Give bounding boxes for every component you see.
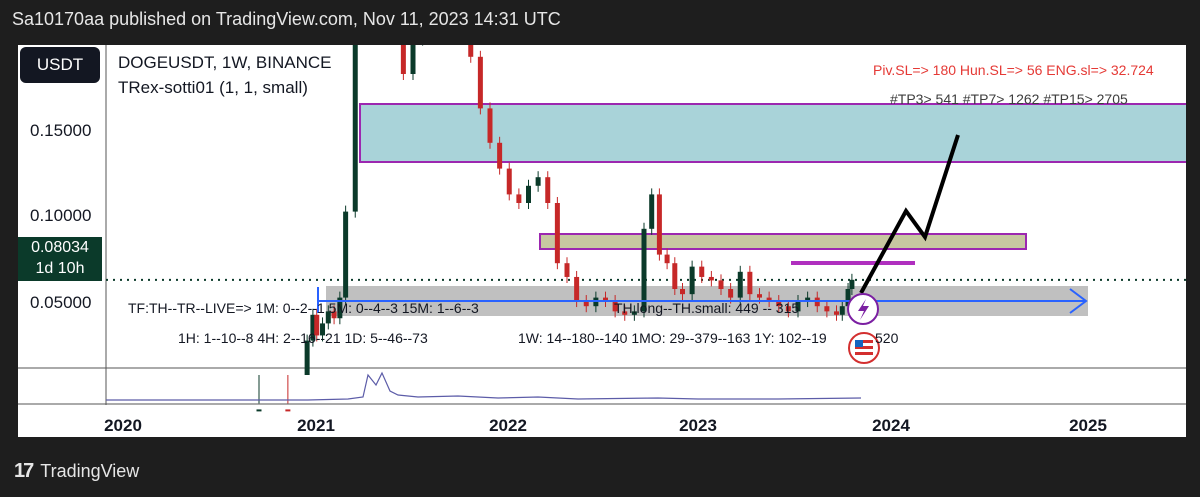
candle <box>285 409 291 412</box>
volume-indicator-line <box>106 371 862 401</box>
candle <box>256 409 262 412</box>
candle <box>487 108 493 143</box>
x-tick-label: 2021 <box>297 416 335 435</box>
currency-button[interactable]: USDT <box>20 47 100 83</box>
pivot-bar <box>791 261 915 265</box>
candle <box>766 297 772 302</box>
candle <box>545 177 551 203</box>
tradingview-logo-icon: 17 <box>14 460 34 482</box>
lightning-icon <box>858 299 869 320</box>
entry-zone <box>539 233 1027 250</box>
stats-row-tail: 520 <box>875 330 899 346</box>
indicator-legend[interactable]: TRex-sotti01 (1, 1, small) <box>118 78 308 97</box>
candle <box>776 301 782 307</box>
candle <box>718 280 724 289</box>
publisher-header: Sa10170aa published on TradingView.com, … <box>12 9 561 29</box>
candle <box>845 289 851 307</box>
candle <box>497 142 503 169</box>
candle <box>824 306 830 312</box>
bar-countdown: 1d 10h <box>35 260 85 277</box>
candle <box>689 266 695 295</box>
candle <box>477 56 483 109</box>
candle <box>631 311 637 315</box>
x-tick-label: 2023 <box>679 416 717 435</box>
x-tick-label: 2024 <box>872 416 910 435</box>
candle <box>400 45 406 74</box>
candle <box>304 340 310 375</box>
candle <box>805 297 811 302</box>
y-tick-label: 0.15000 <box>30 121 92 140</box>
projection-line <box>859 134 960 294</box>
chart-svg[interactable] <box>18 45 1186 437</box>
candle <box>649 194 655 229</box>
candle <box>325 311 331 324</box>
y-tick-label: 0.05000 <box>30 293 92 312</box>
candle <box>535 177 541 186</box>
candle <box>680 289 685 295</box>
candle <box>310 314 316 341</box>
live-stats-annotation: TF:TH--TR--LIVE=> 1M: 0--2--1 5M: 0--4--… <box>128 300 479 316</box>
flag-stripe <box>855 346 873 349</box>
candle <box>839 306 845 315</box>
candle <box>468 45 474 57</box>
candle <box>506 168 512 195</box>
x-tick-label: 2025 <box>1069 416 1107 435</box>
candle <box>747 271 753 295</box>
candle <box>564 263 570 277</box>
candle <box>603 297 608 302</box>
flag-stripe <box>855 340 873 343</box>
candle <box>785 306 791 312</box>
candle <box>728 289 734 298</box>
candle <box>708 276 714 281</box>
candle <box>737 271 743 298</box>
x-tick-label: 2022 <box>489 416 527 435</box>
tradingview-brand: TradingView <box>40 461 140 481</box>
candle <box>352 45 358 212</box>
candle <box>656 194 662 255</box>
chart-panel[interactable]: USDT DOGEUSDT, 1W, BINANCE TRex-sotti01 … <box>18 45 1186 437</box>
candle <box>622 311 628 315</box>
candle <box>672 263 678 289</box>
candle <box>583 301 589 307</box>
current-price-value: 0.08034 <box>31 239 89 256</box>
candle <box>574 276 580 302</box>
current-price-tag: 0.08034 1d 10h <box>18 237 102 281</box>
candle <box>516 194 522 203</box>
candle <box>795 301 801 312</box>
candle <box>331 311 337 319</box>
x-tick-label: 2020 <box>104 416 142 435</box>
stats-row-long: 1W: 14--180--140 1MO: 29--379--163 1Y: 1… <box>518 330 827 346</box>
flag-stripe <box>855 352 873 355</box>
candle <box>699 266 705 277</box>
range-label: TH.long--TH.small: 449 -- 315 <box>614 300 800 316</box>
candle <box>641 228 647 312</box>
symbol-legend[interactable]: DOGEUSDT, 1W, BINANCE <box>118 53 332 72</box>
range-arrow-head <box>1069 288 1088 314</box>
candle <box>664 254 670 264</box>
y-tick-label: 0.10000 <box>30 206 92 225</box>
stats-row-short: 1H: 1--10--8 4H: 2--16--21 1D: 5--46--73 <box>178 330 428 346</box>
flag-canton <box>855 340 863 347</box>
candle <box>320 323 326 336</box>
tradingview-footer[interactable]: 17 TradingView <box>14 460 139 483</box>
candle <box>849 279 855 289</box>
candle <box>757 294 762 298</box>
tp-zone <box>359 103 1186 163</box>
candle <box>343 211 349 298</box>
candle <box>554 203 560 264</box>
candle <box>337 297 343 319</box>
stop-loss-annotation: Piv.SL=> 180 Hun.SL=> 56 ENG.sl=> 32.724 <box>873 62 1154 78</box>
candle <box>314 314 320 336</box>
candle <box>526 185 531 203</box>
take-profit-annotation: #TP3> 541 #TP7> 1262 #TP15> 2705 <box>890 91 1128 107</box>
candle <box>612 301 618 312</box>
candle <box>410 45 416 74</box>
candle <box>834 311 839 315</box>
